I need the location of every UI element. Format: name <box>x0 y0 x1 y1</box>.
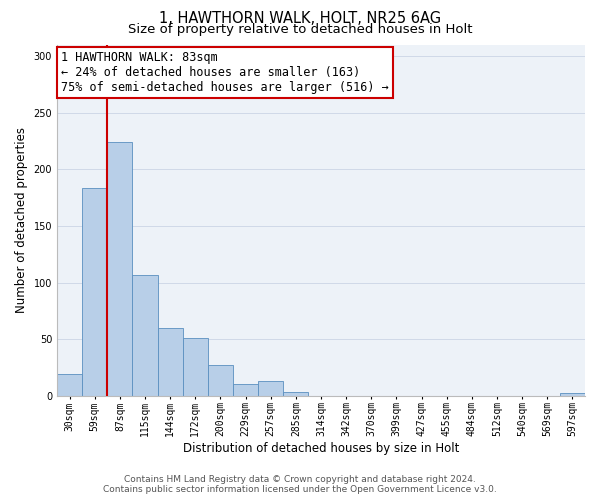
Bar <box>107 142 133 396</box>
Y-axis label: Number of detached properties: Number of detached properties <box>15 128 28 314</box>
Bar <box>183 338 208 396</box>
Bar <box>133 274 158 396</box>
Text: 1 HAWTHORN WALK: 83sqm
← 24% of detached houses are smaller (163)
75% of semi-de: 1 HAWTHORN WALK: 83sqm ← 24% of detached… <box>61 50 389 94</box>
Bar <box>158 328 183 396</box>
Bar <box>258 381 283 396</box>
X-axis label: Distribution of detached houses by size in Holt: Distribution of detached houses by size … <box>183 442 459 455</box>
Bar <box>82 188 107 396</box>
Text: Size of property relative to detached houses in Holt: Size of property relative to detached ho… <box>128 24 472 36</box>
Bar <box>208 365 233 396</box>
Text: Contains HM Land Registry data © Crown copyright and database right 2024.
Contai: Contains HM Land Registry data © Crown c… <box>103 474 497 494</box>
Bar <box>57 374 82 396</box>
Bar <box>283 392 308 396</box>
Text: 1, HAWTHORN WALK, HOLT, NR25 6AG: 1, HAWTHORN WALK, HOLT, NR25 6AG <box>159 11 441 26</box>
Bar <box>233 384 258 396</box>
Bar <box>560 394 585 396</box>
